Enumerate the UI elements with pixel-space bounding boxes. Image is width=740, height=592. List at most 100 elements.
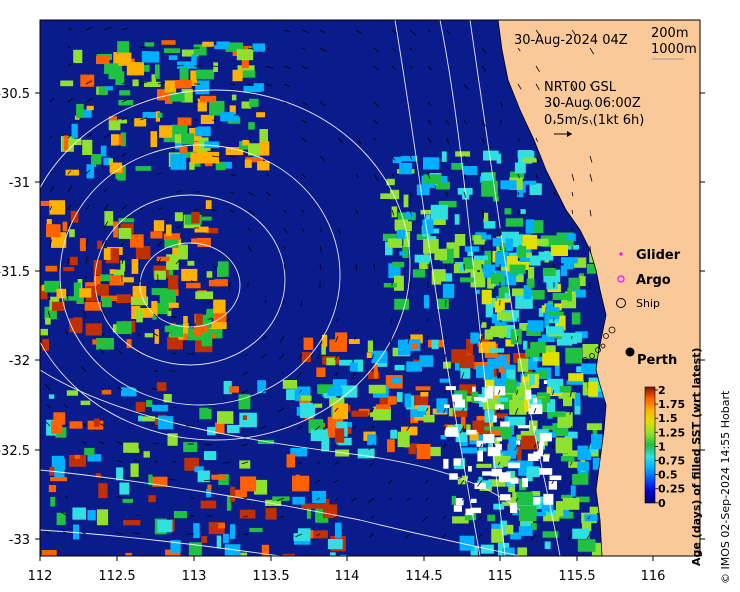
sst-patch bbox=[65, 169, 80, 176]
sst-patch bbox=[217, 411, 234, 424]
sst-patch bbox=[154, 270, 166, 280]
sst-patch bbox=[119, 482, 130, 495]
sst-patch bbox=[166, 224, 172, 236]
sst-patch bbox=[391, 206, 398, 218]
sst-patch bbox=[565, 347, 583, 364]
x-tick-label: 112 bbox=[28, 569, 53, 584]
current-vector bbox=[247, 227, 252, 232]
current-vector bbox=[445, 29, 451, 35]
sst-patch bbox=[466, 424, 471, 436]
current-vector bbox=[103, 188, 108, 193]
sst-patch bbox=[286, 389, 297, 401]
sst-patch bbox=[454, 424, 462, 432]
sst-patch bbox=[460, 367, 471, 379]
sst-patch bbox=[518, 245, 527, 258]
sst-patch bbox=[488, 439, 493, 453]
sst-patch bbox=[192, 141, 204, 154]
sst-patch bbox=[151, 288, 167, 295]
sst-patch bbox=[87, 510, 96, 521]
current-vector bbox=[283, 245, 286, 250]
sst-patch bbox=[419, 355, 434, 367]
current-vector bbox=[207, 299, 213, 304]
sst-patch bbox=[132, 286, 147, 299]
current-vector bbox=[283, 29, 291, 33]
sst-patch bbox=[189, 161, 195, 170]
current-vector bbox=[442, 443, 447, 449]
sst-patch bbox=[109, 162, 123, 173]
current-vector bbox=[517, 209, 520, 215]
current-vector bbox=[355, 29, 362, 34]
sst-patch bbox=[357, 448, 375, 459]
sst-patch bbox=[195, 291, 213, 300]
sst-patch bbox=[586, 423, 602, 431]
sst-patch bbox=[490, 427, 506, 436]
sst-patch bbox=[135, 166, 152, 171]
x-tick-label: 115 bbox=[488, 569, 513, 584]
current-vector bbox=[587, 515, 591, 520]
sst-patch bbox=[348, 339, 360, 344]
sst-patch bbox=[416, 444, 431, 460]
sst-patch bbox=[200, 114, 214, 124]
sst-patch bbox=[523, 340, 528, 350]
sst-patch bbox=[230, 486, 236, 502]
current-vector bbox=[517, 191, 520, 196]
current-vector bbox=[571, 191, 574, 197]
current-vector bbox=[463, 155, 467, 162]
current-vector bbox=[314, 479, 321, 484]
sst-patch bbox=[501, 501, 511, 506]
y-tick-label: -33 bbox=[9, 533, 30, 548]
current-vector bbox=[48, 292, 51, 301]
sst-patch bbox=[198, 137, 209, 151]
current-vector bbox=[81, 441, 87, 445]
current-vector bbox=[204, 443, 213, 446]
current-vector bbox=[85, 169, 91, 175]
current-vector bbox=[463, 173, 467, 180]
sst-patch bbox=[80, 74, 95, 87]
sst-patch bbox=[410, 409, 427, 418]
sst-patch bbox=[190, 152, 207, 164]
sst-patch bbox=[560, 265, 568, 277]
sst-patch bbox=[514, 162, 526, 174]
sst-patch bbox=[330, 552, 336, 556]
sst-patch bbox=[242, 139, 249, 146]
sst-patch bbox=[483, 150, 499, 161]
cloud-gap bbox=[532, 426, 536, 431]
sst-patch bbox=[164, 325, 172, 333]
current-vector bbox=[533, 443, 537, 448]
sst-patch bbox=[170, 540, 181, 553]
y-tick-label: -31 bbox=[9, 176, 30, 191]
sst-patch bbox=[375, 404, 391, 410]
sst-patch bbox=[561, 332, 577, 344]
sst-patch bbox=[216, 41, 230, 47]
current-vector bbox=[261, 353, 267, 359]
current-vector bbox=[85, 238, 89, 247]
sst-patch bbox=[572, 474, 589, 485]
sst-patch bbox=[498, 287, 505, 299]
sst-patch bbox=[310, 429, 328, 441]
current-vector bbox=[281, 371, 285, 375]
sst-patch bbox=[120, 260, 126, 272]
current-vector bbox=[391, 155, 396, 161]
cloud-gap bbox=[522, 477, 528, 488]
current-vector bbox=[319, 155, 326, 162]
sst-patch bbox=[455, 151, 471, 157]
current-vector bbox=[337, 137, 343, 143]
sst-patch bbox=[66, 390, 78, 396]
current-vector bbox=[67, 204, 72, 211]
sst-patch bbox=[226, 495, 232, 511]
sst-patch bbox=[404, 393, 412, 408]
sst-patch bbox=[520, 435, 538, 450]
current-vector bbox=[409, 29, 417, 36]
current-vector bbox=[390, 317, 393, 325]
sst-patch bbox=[517, 358, 529, 372]
current-vector bbox=[409, 155, 413, 161]
sst-patch bbox=[505, 379, 517, 393]
sst-patch bbox=[474, 255, 488, 261]
cloud-gap bbox=[477, 450, 483, 462]
sst-patch bbox=[292, 475, 310, 492]
sst-patch bbox=[500, 520, 507, 536]
sst-patch bbox=[497, 312, 511, 321]
current-vector bbox=[371, 425, 375, 430]
sst-patch bbox=[481, 234, 491, 240]
sst-patch bbox=[512, 288, 530, 297]
